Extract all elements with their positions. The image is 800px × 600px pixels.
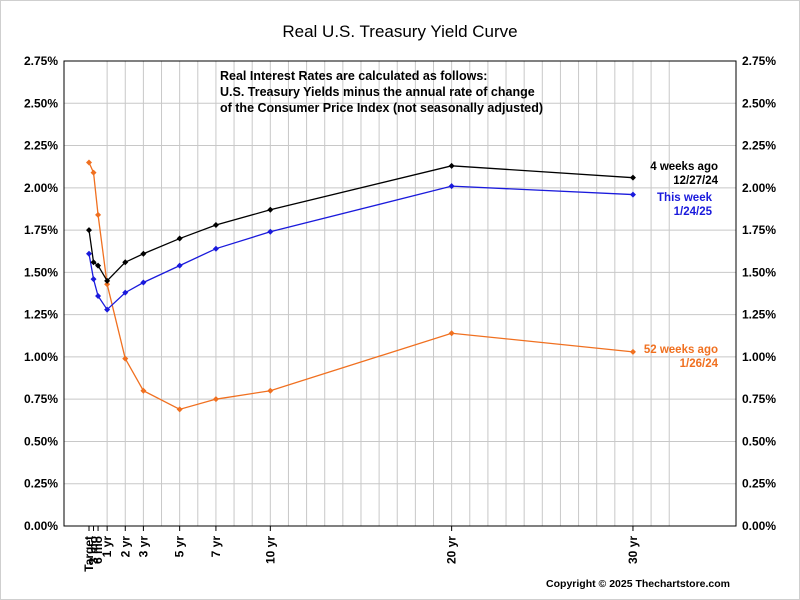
series-label-1-line-1: 1/24/25 (674, 206, 713, 218)
y-tick-label-right: 2.75% (742, 54, 776, 68)
series-label-0-line-0: 4 weeks ago (650, 161, 718, 173)
series-1-point (629, 191, 636, 198)
series-0-point (95, 262, 102, 269)
y-tick-label-left: 0.25% (24, 477, 58, 491)
x-tick-label: 1 yr (100, 536, 114, 558)
series-0-point (90, 259, 97, 266)
series-1-point (122, 289, 129, 296)
x-tick-label: 30 yr (626, 536, 640, 564)
y-tick-label-right: 0.25% (742, 477, 776, 491)
series-0-point (104, 277, 111, 284)
y-tick-label-right: 1.00% (742, 350, 776, 364)
annotation-line-1: Real Interest Rates are calculated as fo… (220, 69, 487, 83)
series-2-point (629, 348, 636, 355)
x-tick-label: 6 mo (91, 536, 105, 564)
series-2-point (122, 355, 129, 362)
y-tick-label-left: 0.50% (24, 434, 58, 448)
series-2-point (140, 387, 147, 394)
series-label-2-line-1: 1/26/24 (680, 358, 719, 370)
annotation-line-2: U.S. Treasury Yields minus the annual ra… (220, 85, 535, 99)
series-1-point (104, 306, 111, 313)
x-tick-label: 10 yr (263, 536, 277, 564)
series-1-point (140, 279, 147, 286)
copyright-text: Copyright © 2025 Thechartstore.com (546, 578, 730, 590)
series-0-point (267, 206, 274, 213)
series-1-point (176, 262, 183, 269)
series-0-point (86, 227, 92, 234)
y-tick-label-left: 2.50% (24, 96, 58, 110)
series-2-point (176, 406, 183, 413)
series-0-point (448, 162, 455, 169)
x-tick-label: 20 yr (445, 536, 459, 564)
series-0-point (176, 235, 183, 242)
y-tick-label-left: 0.75% (24, 392, 58, 406)
series-1-point (267, 228, 274, 235)
series-label-0-line-1: 12/27/24 (673, 175, 718, 187)
series-1-point (90, 276, 97, 283)
series-2-point (95, 211, 102, 218)
series-1-point (448, 183, 455, 190)
y-tick-label-right: 1.75% (742, 223, 776, 237)
series-2-point (104, 281, 111, 288)
series-label-2-line-0: 52 weeks ago (644, 344, 718, 356)
series-1-point (95, 293, 102, 300)
x-tick-label: 3 mo (87, 536, 101, 564)
annotation-line-3: of the Consumer Price Index (not seasona… (220, 101, 543, 115)
y-tick-label-right: 1.50% (742, 265, 776, 279)
y-tick-label-left: 2.75% (24, 54, 58, 68)
y-tick-label-right: 0.75% (742, 392, 776, 406)
series-2-point (90, 169, 97, 176)
y-tick-label-left: 2.25% (24, 139, 58, 153)
y-tick-label-right: 2.00% (742, 181, 776, 195)
series-2-point (212, 396, 219, 403)
y-tick-label-right: 2.50% (742, 96, 776, 110)
series-1-point (212, 245, 219, 252)
x-tick-label: Target (82, 536, 96, 572)
y-tick-label-right: 2.25% (742, 139, 776, 153)
series-0-point (629, 174, 636, 181)
y-tick-label-left: 1.50% (24, 265, 58, 279)
y-tick-label-left: 1.00% (24, 350, 58, 364)
y-tick-label-right: 1.25% (742, 308, 776, 322)
series-0-point (140, 250, 147, 257)
series-2-point (448, 330, 455, 337)
series-1-point (86, 250, 92, 257)
y-tick-label-right: 0.50% (742, 434, 776, 448)
series-0-point (122, 259, 129, 266)
x-tick-label: 5 yr (173, 536, 187, 558)
y-tick-label-left: 1.75% (24, 223, 58, 237)
x-tick-label: 3 yr (136, 536, 150, 558)
plot-area: 0.00% 0.00% 0.25% 0.25% 0.50% 0.50% 0.75% 0.75%… (24, 54, 776, 572)
chart-title: Real U.S. Treasury Yield Curve (282, 22, 517, 41)
series-label-1-line-0: This week (657, 192, 713, 204)
y-tick-label-left: 1.25% (24, 308, 58, 322)
y-tick-label-right: 0.00% (742, 519, 776, 533)
x-tick-label: 7 yr (209, 536, 223, 558)
series-2-point (86, 159, 92, 166)
plot-background (63, 60, 737, 527)
y-tick-label-left: 0.00% (24, 519, 58, 533)
plot-border (63, 60, 737, 527)
x-tick-label: 2 yr (118, 536, 132, 558)
y-tick-label-left: 2.00% (24, 181, 58, 195)
series-0-point (212, 222, 219, 229)
series-2-point (267, 387, 274, 394)
